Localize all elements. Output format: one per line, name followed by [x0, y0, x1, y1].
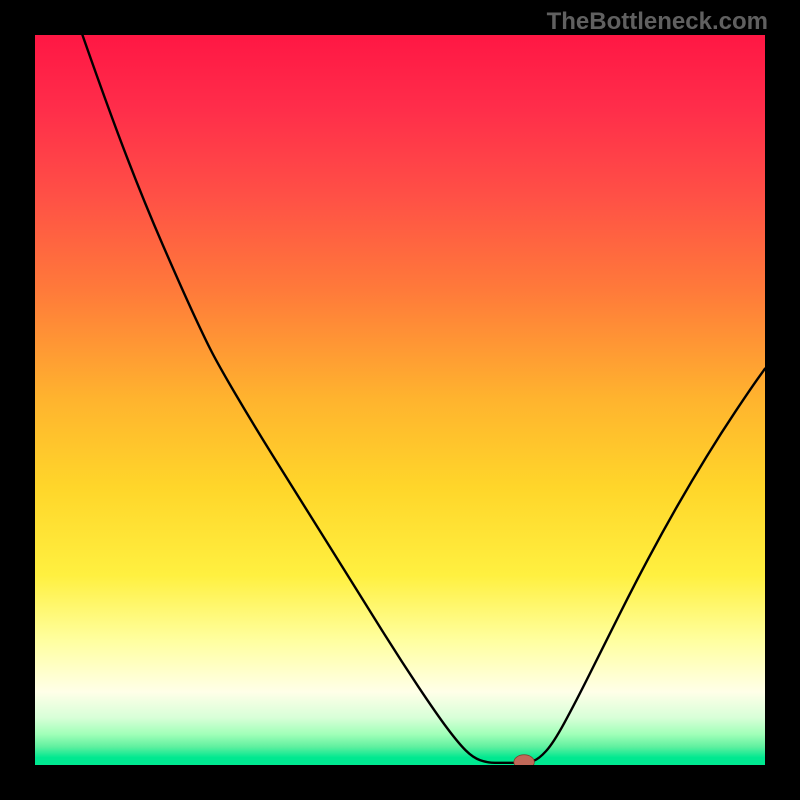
bottleneck-chart: TheBottleneck.com	[0, 0, 800, 800]
watermark-text: TheBottleneck.com	[547, 8, 768, 36]
plot-area	[35, 35, 765, 765]
gradient-background	[35, 35, 765, 765]
